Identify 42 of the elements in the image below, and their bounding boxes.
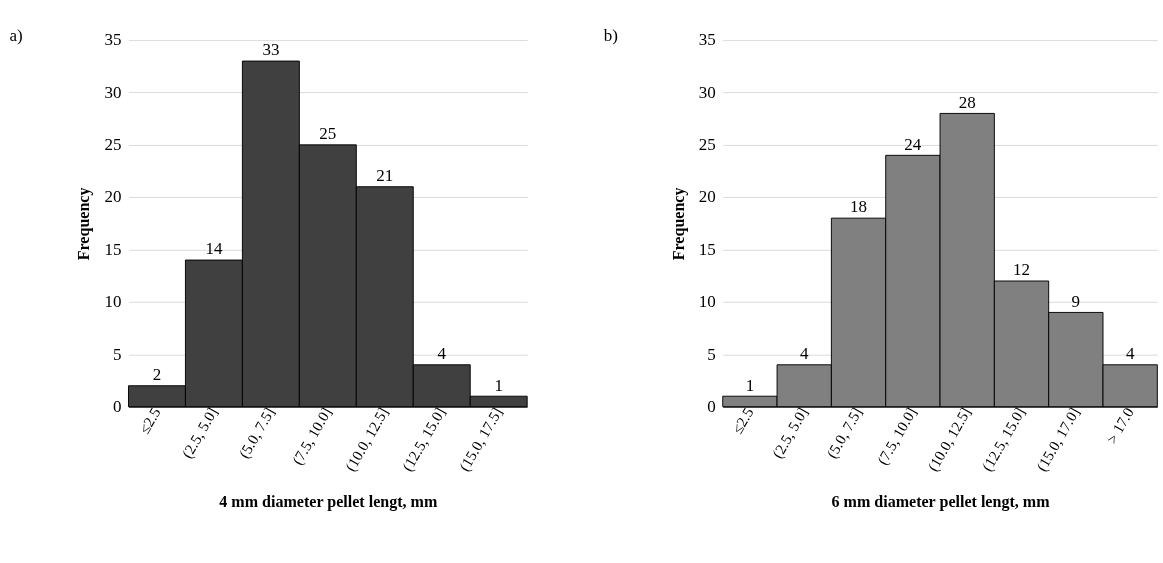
- y-tick-label: 20: [698, 187, 716, 207]
- x-axis-title: 6 mm diameter pellet lengt, mm: [831, 492, 1051, 511]
- data-label: 1: [494, 375, 503, 395]
- data-label: 14: [205, 239, 223, 259]
- y-tick-label: 35: [104, 30, 122, 50]
- y-tick-label: 30: [698, 82, 716, 102]
- data-label: 12: [1013, 260, 1031, 280]
- data-label: 24: [904, 134, 922, 154]
- y-tick-label: 25: [104, 135, 122, 155]
- data-label: 4: [437, 344, 447, 364]
- x-tick-label: (5.0, 7.5]: [236, 404, 279, 462]
- y-tick-label: 10: [104, 292, 122, 312]
- y-tick-label: 25: [698, 135, 716, 155]
- data-label: 4: [1125, 344, 1135, 364]
- y-tick-label: 5: [707, 344, 716, 364]
- data-label: 25: [319, 124, 337, 144]
- chart-title: b): [603, 26, 618, 46]
- x-tick-label: (5.0, 7.5]: [823, 404, 867, 462]
- y-tick-label: 35: [698, 30, 716, 50]
- x-tick-label: > 17.0: [1103, 404, 1137, 447]
- x-axis-title: 4 mm diameter pellet lengt, mm: [219, 492, 438, 511]
- data-label: 33: [262, 40, 280, 60]
- data-label: 18: [850, 197, 868, 217]
- x-tick-label: (2.5, 5.0]: [179, 404, 222, 462]
- data-label: 4: [799, 344, 809, 364]
- y-tick-label: 15: [698, 239, 716, 259]
- y-tick-label: 10: [698, 292, 716, 312]
- chart-title: a): [9, 26, 23, 46]
- y-tick-label: 30: [104, 82, 122, 102]
- data-label: 2: [152, 365, 162, 385]
- y-tick-label: 0: [112, 396, 122, 416]
- data-label: 9: [1071, 291, 1081, 311]
- x-tick-label: (2.5, 5.0]: [769, 404, 812, 462]
- y-axis-title: Frequency: [75, 187, 94, 261]
- y-tick-label: 5: [112, 344, 122, 364]
- y-tick-label: 0: [707, 396, 716, 416]
- data-label: 1: [745, 375, 755, 395]
- y-tick-label: 15: [104, 239, 122, 259]
- y-axis-title: Frequency: [669, 187, 688, 261]
- data-label: 28: [958, 92, 976, 112]
- y-tick-label: 20: [104, 187, 122, 207]
- data-label: 21: [376, 166, 394, 186]
